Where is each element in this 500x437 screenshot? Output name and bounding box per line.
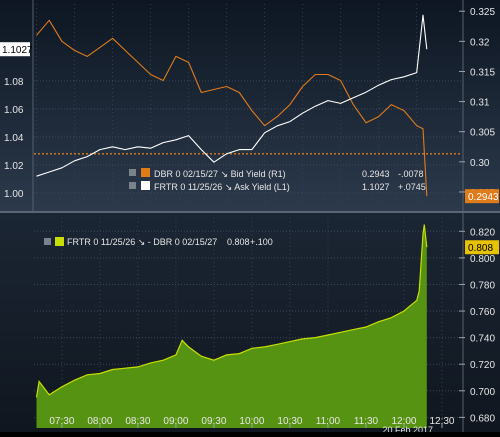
right-last-value-tag [465, 189, 499, 204]
legend-series-name: FRTR 0 11/25/26 ↘ - DBR 0 02/15/27 [67, 237, 217, 247]
legend-net-change: +.100 [250, 237, 273, 247]
right-last-value-text: 0.808 [468, 243, 493, 254]
left-tick-label: 1.00 [4, 189, 24, 200]
legend-toggle-box [129, 182, 136, 189]
legend-last-value: 0.808 [227, 237, 250, 247]
dbr-bid-yield-line [36, 19, 428, 197]
right-tick-label: 0.800 [470, 254, 495, 265]
legends: DBR 0 02/15/27 ↘ Bid Yield (R1) 0.2943 -.0… [44, 168, 426, 247]
x-tick-label: 11:00 [316, 416, 341, 427]
right-last-value-tag [465, 240, 499, 255]
right-tick-label: 0.31 [470, 98, 490, 109]
x-tick-label: 11:30 [354, 416, 379, 427]
right-tick-label: 0.325 [470, 7, 495, 18]
right-tick-label: 0.32 [470, 37, 490, 48]
right-tick-label: 0.30 [470, 158, 490, 169]
spread-line [35, 224, 428, 398]
x-tick-label: 12:30 [429, 416, 454, 427]
right-tick-label: 0.820 [470, 227, 495, 238]
legend-toggle-box [44, 238, 51, 245]
right-tick-label: 0.680 [470, 413, 495, 424]
legend-toggle-box [129, 169, 136, 176]
right-tick-label: 0.700 [470, 387, 495, 398]
top-grid [34, 4, 461, 207]
left-tick-label: 1.06 [4, 105, 24, 116]
legend-swatch [55, 237, 64, 246]
x-tick-label: 07:30 [49, 416, 74, 427]
bottom-series [35, 224, 428, 428]
right-tick-label: 0.780 [470, 280, 495, 291]
panel-divider [0, 211, 500, 213]
left-last-value-tag [0, 42, 30, 57]
legend-swatch [141, 181, 150, 190]
legend-series-name: DBR 0 02/15/27 ↘ Bid Yield (R1) [154, 169, 286, 179]
right-tick-label: 0.315 [470, 67, 495, 78]
x-tick-label: 09:00 [163, 416, 188, 427]
x-tick-label: 12:00 [391, 416, 416, 427]
x-tick-label: 08:30 [125, 416, 150, 427]
left-tick-label: 1.04 [4, 133, 24, 144]
x-tick-label: 09:30 [201, 416, 226, 427]
x-tick-label: 10:30 [277, 416, 302, 427]
axes: 1.001.021.041.061.080.2950.300.3050.310.… [0, 7, 499, 435]
right-tick-label: 0.740 [470, 334, 495, 345]
legend-last-value: 1.1027 [362, 182, 390, 192]
left-tick-label: 1.02 [4, 161, 24, 172]
frtr-ask-yield-line [36, 14, 428, 177]
right-last-value-text: 0.2943 [468, 192, 499, 203]
left-last-value-text: 1.1027 [2, 45, 33, 56]
legend-swatch [141, 168, 150, 177]
top-series [34, 14, 461, 197]
x-date-label: 20 Feb 2017 [382, 425, 433, 432]
right-tick-label: 0.720 [470, 360, 495, 371]
x-tick-label: 10:00 [239, 416, 264, 427]
x-tick-label: 08:00 [87, 416, 112, 427]
left-tick-label: 1.08 [4, 77, 24, 88]
legend-last-value: 0.2943 [362, 169, 390, 179]
top-panel-background [0, 0, 500, 213]
spread-area-fill [36, 224, 427, 428]
legend-series-name: FRTR 0 11/25/26 ↘ Ask Yield (L1) [154, 182, 290, 192]
right-tick-label: 0.760 [470, 307, 495, 318]
legend-net-change: -.0078 [398, 169, 424, 179]
right-tick-label: 0.305 [470, 128, 495, 139]
legend-net-change: +.0745 [398, 182, 426, 192]
